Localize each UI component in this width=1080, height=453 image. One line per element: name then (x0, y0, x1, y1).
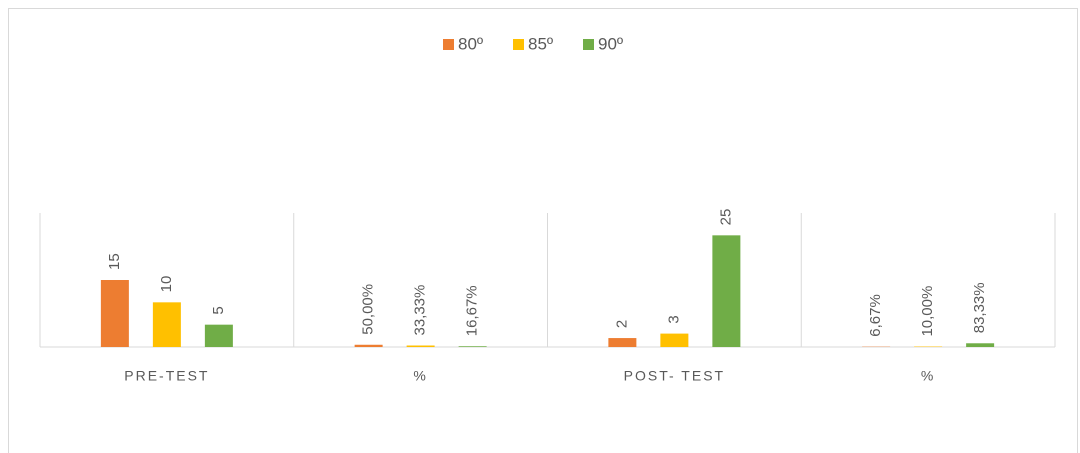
x-tick-label: % (413, 368, 427, 384)
data-label: 5 (210, 306, 227, 314)
data-label: 2 (613, 320, 630, 328)
x-tick-label: PRE-TEST (124, 368, 209, 384)
bar (406, 345, 435, 347)
legend-swatch (583, 39, 594, 50)
data-label: 33,33% (412, 285, 429, 336)
data-label: 15 (106, 253, 123, 270)
bar (458, 346, 487, 347)
data-label: 83,33% (971, 282, 988, 333)
data-label: 3 (665, 315, 682, 323)
data-label: 6,67% (867, 294, 884, 337)
x-tick-label: POST- TEST (624, 368, 725, 384)
bar (100, 280, 129, 347)
legend-swatch (443, 39, 454, 50)
legend-swatch (513, 39, 524, 50)
legend-label: 80º (458, 34, 483, 53)
data-label: 25 (717, 209, 734, 226)
bar (152, 302, 181, 347)
data-label: 50,00% (360, 284, 377, 335)
data-label: 10 (158, 276, 175, 293)
data-label: 10,00% (919, 286, 936, 337)
bar (204, 324, 233, 347)
x-tick-label: % (921, 368, 935, 384)
bar (608, 338, 637, 347)
legend-label: 85º (528, 34, 553, 53)
legend-label: 90º (598, 34, 623, 53)
bar (966, 343, 995, 347)
bar (660, 333, 689, 347)
data-label: 16,67% (464, 285, 481, 336)
bar (354, 344, 383, 347)
chart-frame (8, 8, 1078, 453)
bar (712, 235, 741, 347)
